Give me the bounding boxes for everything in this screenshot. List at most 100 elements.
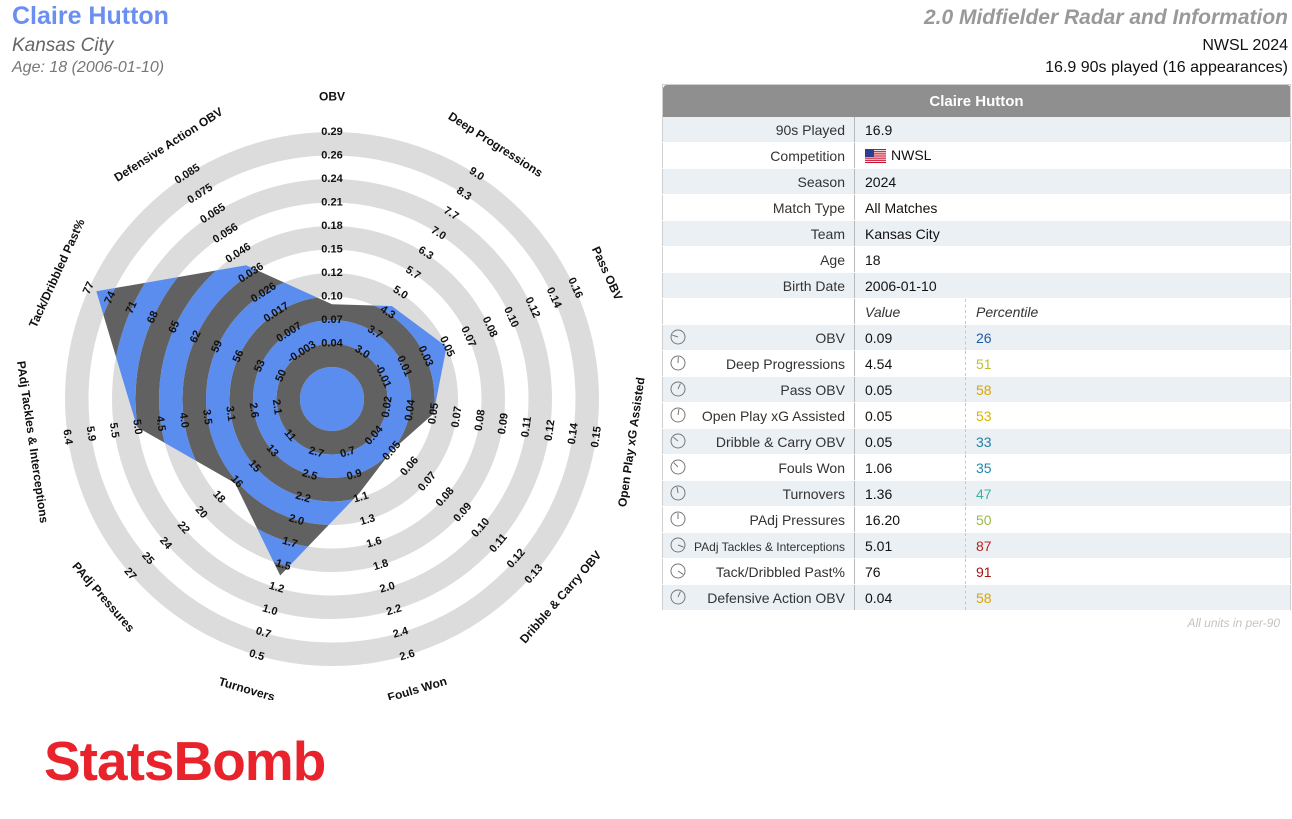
radar-tick-label: 3.5 (200, 409, 214, 426)
metric-label-text: Dribble & Carry OBV (715, 433, 845, 450)
radar-tick-label: 71 (124, 299, 140, 315)
radar-axis-label: Tack/Dribbled Past% (26, 216, 88, 329)
radar-tick-label: 0.04 (321, 337, 343, 349)
percentile-gauge-icon (670, 381, 686, 397)
competition-line: NWSL 2024 (1202, 37, 1288, 54)
radar-tick-label: 3.1 (223, 405, 237, 422)
radar-tick-label: 62 (188, 329, 204, 345)
radar-tick-label: 59 (209, 339, 225, 355)
metric-label: OBV (662, 324, 855, 351)
radar-tick-label: 1.3 (359, 512, 377, 528)
radar-ring (112, 179, 552, 619)
played-line: 16.9 90s played (16 appearances) (1045, 59, 1288, 76)
table-row: Team Kansas City (662, 220, 1291, 247)
radar-band (135, 265, 447, 576)
metric-value: 0.05 (854, 402, 966, 429)
radar-ring (65, 132, 599, 666)
metric-value: 1.06 (854, 454, 966, 481)
metric-percentile: 50 (965, 506, 1291, 533)
radar-tick-label: 0.26 (321, 149, 342, 161)
radar-tick-label: 0.04 (403, 398, 418, 422)
radar-tick-label: 0.21 (321, 196, 342, 208)
radar-tick-label: 1.6 (365, 535, 383, 551)
metric-label: Dribble & Carry OBV (662, 428, 855, 455)
info-value: 2024 (854, 168, 1291, 195)
radar-tick-label: 0.10 (321, 290, 342, 302)
metric-row: OBV 0.09 26 (662, 324, 1291, 351)
radar-tick-label: 4.0 (177, 412, 191, 429)
statsbomb-logo: StatsBomb (44, 730, 326, 792)
info-label: 90s Played (662, 117, 855, 143)
metric-label-text: Tack/Dribbled Past% (715, 563, 845, 580)
info-value: 2006-01-10 (854, 272, 1291, 299)
info-value: NWSL (854, 142, 1291, 169)
percentile-gauge-icon (670, 485, 686, 501)
radar-tick-label: 74 (102, 289, 118, 306)
radar-tick-label: 1.1 (352, 490, 370, 506)
radar-tick-label: 0.07 (449, 406, 464, 429)
radar-tick-label: 2.6 (247, 402, 261, 419)
table-title: Claire Hutton (662, 84, 1291, 117)
percentile-header: Percentile (965, 298, 1291, 325)
radar-tick-label: 56 (231, 348, 247, 364)
percentile-gauge-icon (670, 407, 686, 423)
radar-tick-label: 0.7 (339, 445, 357, 461)
radar-tick-label: 1.5 (274, 557, 292, 573)
metric-row: PAdj Pressures 16.20 50 (662, 506, 1291, 533)
radar-tick-label: 5.5 (107, 422, 121, 439)
percentile-gauge-icon (670, 459, 686, 475)
metric-header-blank (662, 298, 855, 325)
info-value: 16.9 (854, 117, 1291, 143)
percentile-gauge-icon (670, 355, 686, 371)
metric-label: Pass OBV (662, 376, 855, 403)
metric-label: Defensive Action OBV (662, 584, 855, 611)
radar-tick-label: 4.5 (154, 415, 168, 432)
metric-row: Turnovers 1.36 47 (662, 480, 1291, 507)
percentile-gauge-icon (670, 589, 686, 605)
units-note: All units in per-90 (1187, 616, 1281, 630)
radar-tick-label: 0.15 (321, 243, 342, 255)
metric-label-text: Turnovers (782, 485, 845, 502)
info-value-text: NWSL (891, 147, 932, 164)
info-table: Claire Hutton 90s Played 16.9 Competition N… (662, 84, 1291, 611)
radar-tick-label: 68 (145, 309, 161, 325)
radar-axis-label: Turnovers (217, 674, 277, 700)
metric-value: 0.05 (854, 428, 966, 455)
radar-band (253, 320, 411, 478)
table-row: Match Type All Matches (662, 194, 1291, 221)
radar-tick-label: 0.14 (566, 421, 581, 445)
radar-axis-label: Open Play xG Assisted (615, 376, 648, 508)
metric-label-text: Defensive Action OBV (707, 589, 845, 606)
metric-row: PAdj Tackles & Interceptions 5.01 87 (662, 532, 1291, 559)
radar-tick-label: 2.0 (378, 580, 396, 596)
radar-tick-label: 0.12 (321, 267, 342, 279)
info-label: Team (662, 220, 855, 247)
metric-percentile: 53 (965, 402, 1291, 429)
radar-tick-label: 5.0 (130, 419, 144, 436)
metric-value: 76 (854, 558, 966, 585)
radar-tick-label: 1.8 (372, 557, 390, 573)
metric-row: Fouls Won 1.06 35 (662, 454, 1291, 481)
metric-label: PAdj Tackles & Interceptions (662, 532, 855, 559)
metric-label: PAdj Pressures (662, 506, 855, 533)
radar-tick-label: 0.08 (473, 409, 488, 432)
radar-title: 2.0 Midfielder Radar and Information (923, 6, 1288, 29)
metric-value: 1.36 (854, 480, 966, 507)
metric-label: Fouls Won (662, 454, 855, 481)
info-label: Birth Date (662, 272, 855, 299)
info-value: 18 (854, 246, 1291, 273)
radar-tick-label: 0.07 (321, 314, 342, 326)
radar-tick-label: 0.5 (248, 648, 266, 664)
metric-label-text: PAdj Pressures (749, 511, 845, 528)
radar-tick-label: 0.09 (496, 412, 511, 435)
radar-tick-label: 2.1 (270, 398, 284, 415)
radar-tick-label: 2.5 (301, 467, 319, 483)
age-line: Age: 18 (2006-01-10) (12, 59, 165, 76)
info-value: All Matches (854, 194, 1291, 221)
metric-value: 16.20 (854, 506, 966, 533)
table-row: Season 2024 (662, 168, 1291, 195)
radar-tick-label: 2.7 (307, 445, 325, 461)
table-row: Age 18 (662, 246, 1291, 273)
metric-value: 0.09 (854, 324, 966, 351)
metric-value: 0.05 (854, 376, 966, 403)
